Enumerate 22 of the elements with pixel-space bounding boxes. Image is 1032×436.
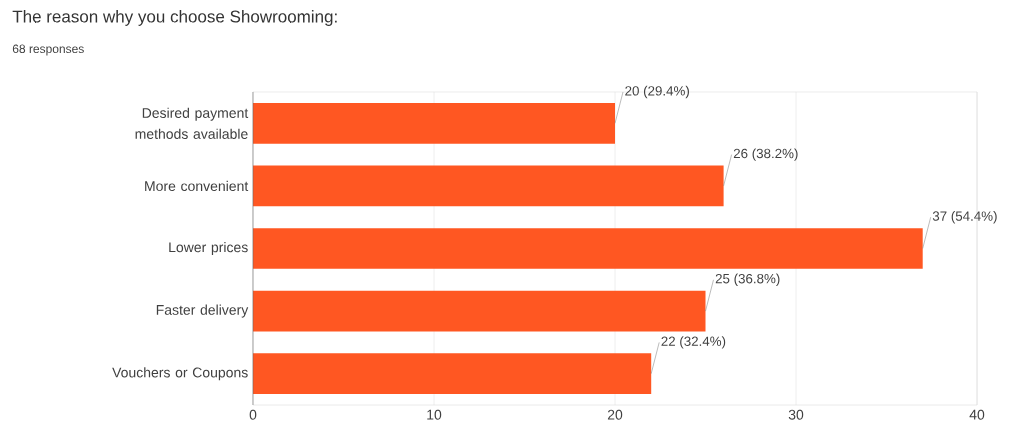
bar [253,353,652,395]
data-label: 25 (36.8%) [715,273,780,287]
bar [253,228,923,269]
y-tick-label: More convenient [145,180,249,192]
x-tick-label: 40 [969,409,985,420]
x-tick-label: 20 [607,409,623,420]
data-label: 26 (38.2%) [733,148,798,161]
text: 68 responses [12,44,84,56]
y-tick-label: Vouchers or Coupons [112,367,248,381]
y-tick-label: Desired payment methods available [135,107,249,139]
bar [253,290,706,332]
data-label: 37 (54.4%) [932,210,997,224]
data-label: 22 (32.4%) [661,336,726,349]
y-tick-label: Lower prices [169,241,248,256]
x-tick-label: 10 [427,409,442,420]
x-tick-label: 30 [788,409,804,420]
chart-title: The reason why you choose Showrooming: [12,10,337,26]
y-tick-label: Faster delivery [156,304,249,318]
data-label: 20 (29.4%) [625,85,689,99]
bar [253,165,724,207]
x-tick-label: 0 [249,409,257,420]
bar [253,102,615,144]
